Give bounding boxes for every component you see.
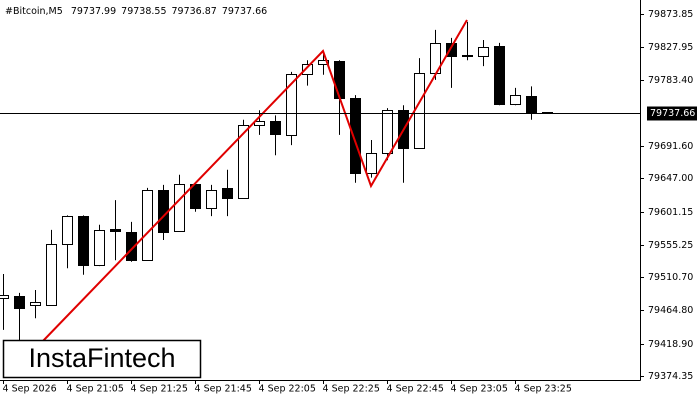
chart-header: #Bitcoin,M5 79737.99 79738.55 79736.87 79737… [5, 6, 267, 17]
y-tick-label: 79464.80 [648, 305, 693, 316]
price-label-box [647, 106, 697, 121]
candle-body [382, 110, 393, 154]
candle-body [526, 96, 537, 113]
candle-body [478, 47, 489, 57]
x-tick-label: 4 Sep 23:05 [451, 384, 508, 395]
candle-body [190, 184, 201, 209]
y-tick-label: 79691.60 [648, 141, 693, 152]
candle-body [94, 230, 105, 266]
candle-body [110, 229, 121, 232]
x-tick-label: 4 Sep 22:25 [323, 384, 380, 395]
candle-body [0, 295, 9, 299]
y-tick-label: 79783.40 [648, 75, 693, 86]
candle-body [462, 55, 473, 57]
y-tick-label: 79873.85 [648, 9, 693, 20]
candle-body [30, 302, 41, 306]
y-tick-label: 79601.15 [648, 207, 693, 218]
y-tick-label: 79647.00 [648, 173, 693, 184]
x-tick-label: 4 Sep 22:05 [259, 384, 316, 395]
x-tick-label: 4 Sep 21:05 [67, 384, 124, 395]
x-tick-label: 4 Sep 21:45 [195, 384, 252, 395]
y-tick-label: 79827.95 [648, 42, 693, 53]
x-tick-label: 4 Sep 2026 [3, 384, 57, 395]
candle-body [494, 46, 505, 105]
candle-body [302, 64, 313, 75]
x-tick-label: 4 Sep 23:25 [515, 384, 572, 395]
x-tick-label: 4 Sep 21:25 [131, 384, 188, 395]
candle-body [414, 73, 425, 149]
candle-body [286, 74, 297, 136]
y-tick-label: 79510.70 [648, 272, 693, 283]
candle-body [206, 190, 217, 209]
candle-body [254, 121, 265, 126]
candle-body [222, 188, 233, 199]
candle-body [270, 121, 281, 135]
candle-body [14, 296, 25, 309]
logo: InstaFintech [28, 343, 175, 373]
x-tick-label: 4 Sep 22:45 [387, 384, 444, 395]
y-tick-label: 79555.25 [648, 240, 693, 251]
candle-body [142, 190, 153, 261]
candle-body [446, 43, 457, 57]
y-tick-label: 79374.35 [648, 371, 693, 382]
candle-body [238, 125, 249, 199]
candle-body [62, 216, 73, 245]
pattern-line [41, 19, 468, 343]
candle-body [366, 153, 377, 174]
candle-body [78, 216, 89, 266]
logo-box [2, 339, 202, 379]
candle-body [174, 184, 185, 232]
y-tick-label: 79418.90 [648, 339, 693, 350]
candle-body [126, 232, 137, 261]
candle-body [350, 98, 361, 174]
price-label: 79737.66 [650, 108, 695, 119]
candle-body [510, 95, 521, 105]
candle-body [318, 60, 329, 65]
candle-body [334, 61, 345, 99]
candle-body [46, 244, 57, 306]
